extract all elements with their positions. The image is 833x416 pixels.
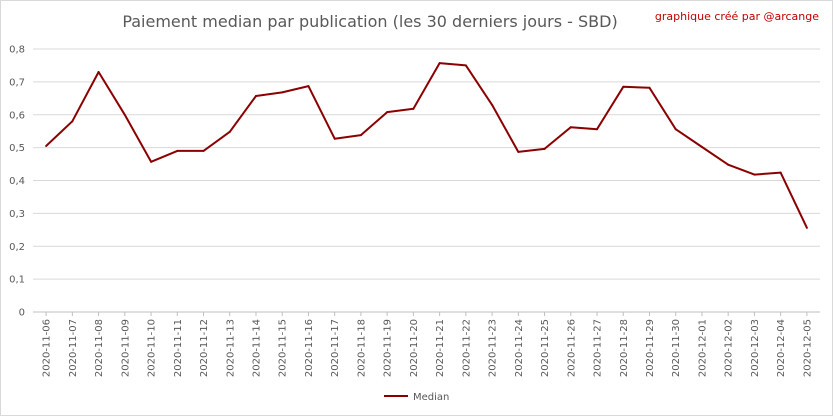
- x-tick-label: 2020-11-30: [671, 319, 682, 377]
- x-tick-label: 2020-11-08: [94, 319, 105, 377]
- series-line-median: [45, 62, 808, 229]
- x-tick-label: 2020-12-03: [750, 319, 761, 377]
- data-point: [805, 226, 808, 229]
- y-tick-label: 0: [19, 308, 25, 319]
- data-point: [596, 128, 599, 131]
- data-point: [202, 149, 205, 152]
- x-tick-label: 2020-11-28: [619, 319, 630, 377]
- data-point: [517, 150, 520, 153]
- x-tick-label: 2020-12-05: [802, 319, 813, 377]
- x-axis-ticks: 2020-11-06 2020-11-07 2020-11-08 2020-11-09…: [42, 312, 813, 377]
- data-point: [45, 144, 48, 147]
- y-tick-label: 0,8: [9, 45, 25, 56]
- y-tick-label: 0,4: [9, 176, 25, 187]
- x-tick-label: 2020-11-07: [68, 319, 79, 377]
- data-point: [648, 86, 651, 89]
- data-point: [281, 91, 284, 94]
- x-tick-label: 2020-12-02: [724, 319, 735, 377]
- x-tick-label: 2020-11-16: [304, 319, 315, 377]
- data-point: [150, 160, 153, 163]
- legend-label: Median: [413, 392, 449, 403]
- data-point: [700, 145, 703, 148]
- data-point: [491, 103, 494, 106]
- x-tick-label: 2020-11-27: [593, 319, 604, 377]
- y-tick-label: 0,5: [9, 143, 25, 154]
- data-point: [412, 107, 415, 110]
- data-point: [438, 62, 441, 65]
- data-point: [753, 173, 756, 176]
- x-tick-label: 2020-11-26: [566, 319, 577, 377]
- chart-title: Paiement median par publication (les 30 …: [122, 12, 618, 31]
- data-point: [71, 120, 74, 123]
- data-point: [176, 149, 179, 152]
- x-tick-label: 2020-11-19: [383, 319, 394, 377]
- data-point: [228, 130, 231, 133]
- data-point: [254, 95, 257, 98]
- x-tick-label: 2020-11-24: [514, 319, 525, 377]
- x-tick-label: 2020-11-20: [409, 319, 420, 377]
- x-tick-label: 2020-11-09: [120, 319, 131, 377]
- data-point: [123, 113, 126, 116]
- x-tick-label: 2020-11-29: [645, 319, 656, 377]
- x-tick-label: 2020-11-21: [435, 319, 446, 377]
- data-point: [307, 85, 310, 88]
- y-axis-ticks: 0 0,1 0,2 0,3 0,4 0,5 0,6 0,7 0,8: [9, 45, 25, 319]
- legend: Median: [384, 392, 449, 403]
- x-tick-label: 2020-11-23: [488, 319, 499, 377]
- y-tick-label: 0,2: [9, 242, 25, 253]
- x-tick-label: 2020-11-22: [461, 319, 472, 377]
- y-tick-label: 0,3: [9, 209, 25, 220]
- data-point: [674, 128, 677, 131]
- data-point: [622, 85, 625, 88]
- x-tick-label: 2020-11-14: [251, 319, 262, 377]
- data-point: [779, 171, 782, 174]
- x-tick-label: 2020-11-10: [147, 319, 158, 377]
- x-tick-label: 2020-11-18: [356, 319, 367, 377]
- data-point: [333, 137, 336, 140]
- chart-credit: graphique créé par @arcange: [654, 10, 819, 23]
- data-point: [727, 163, 730, 166]
- data-point: [569, 126, 572, 129]
- x-tick-label: 2020-11-25: [540, 319, 551, 377]
- y-tick-label: 0,6: [9, 110, 25, 121]
- x-tick-label: 2020-11-17: [330, 319, 341, 377]
- data-point: [386, 111, 389, 114]
- x-tick-label: 2020-12-01: [697, 319, 708, 377]
- data-point: [464, 64, 467, 67]
- x-tick-label: 2020-12-04: [776, 319, 787, 377]
- x-tick-label: 2020-11-13: [225, 319, 236, 377]
- x-tick-label: 2020-11-15: [278, 319, 289, 377]
- gridlines: [33, 48, 820, 313]
- x-tick-label: 2020-11-11: [173, 319, 184, 377]
- x-tick-label: 2020-11-12: [199, 319, 210, 377]
- x-tick-label: 2020-11-06: [42, 319, 53, 377]
- data-point: [97, 71, 100, 74]
- y-tick-label: 0,7: [9, 77, 25, 88]
- plot-area: [45, 62, 808, 229]
- data-point: [359, 134, 362, 137]
- data-point: [543, 147, 546, 150]
- y-tick-label: 0,1: [9, 275, 25, 286]
